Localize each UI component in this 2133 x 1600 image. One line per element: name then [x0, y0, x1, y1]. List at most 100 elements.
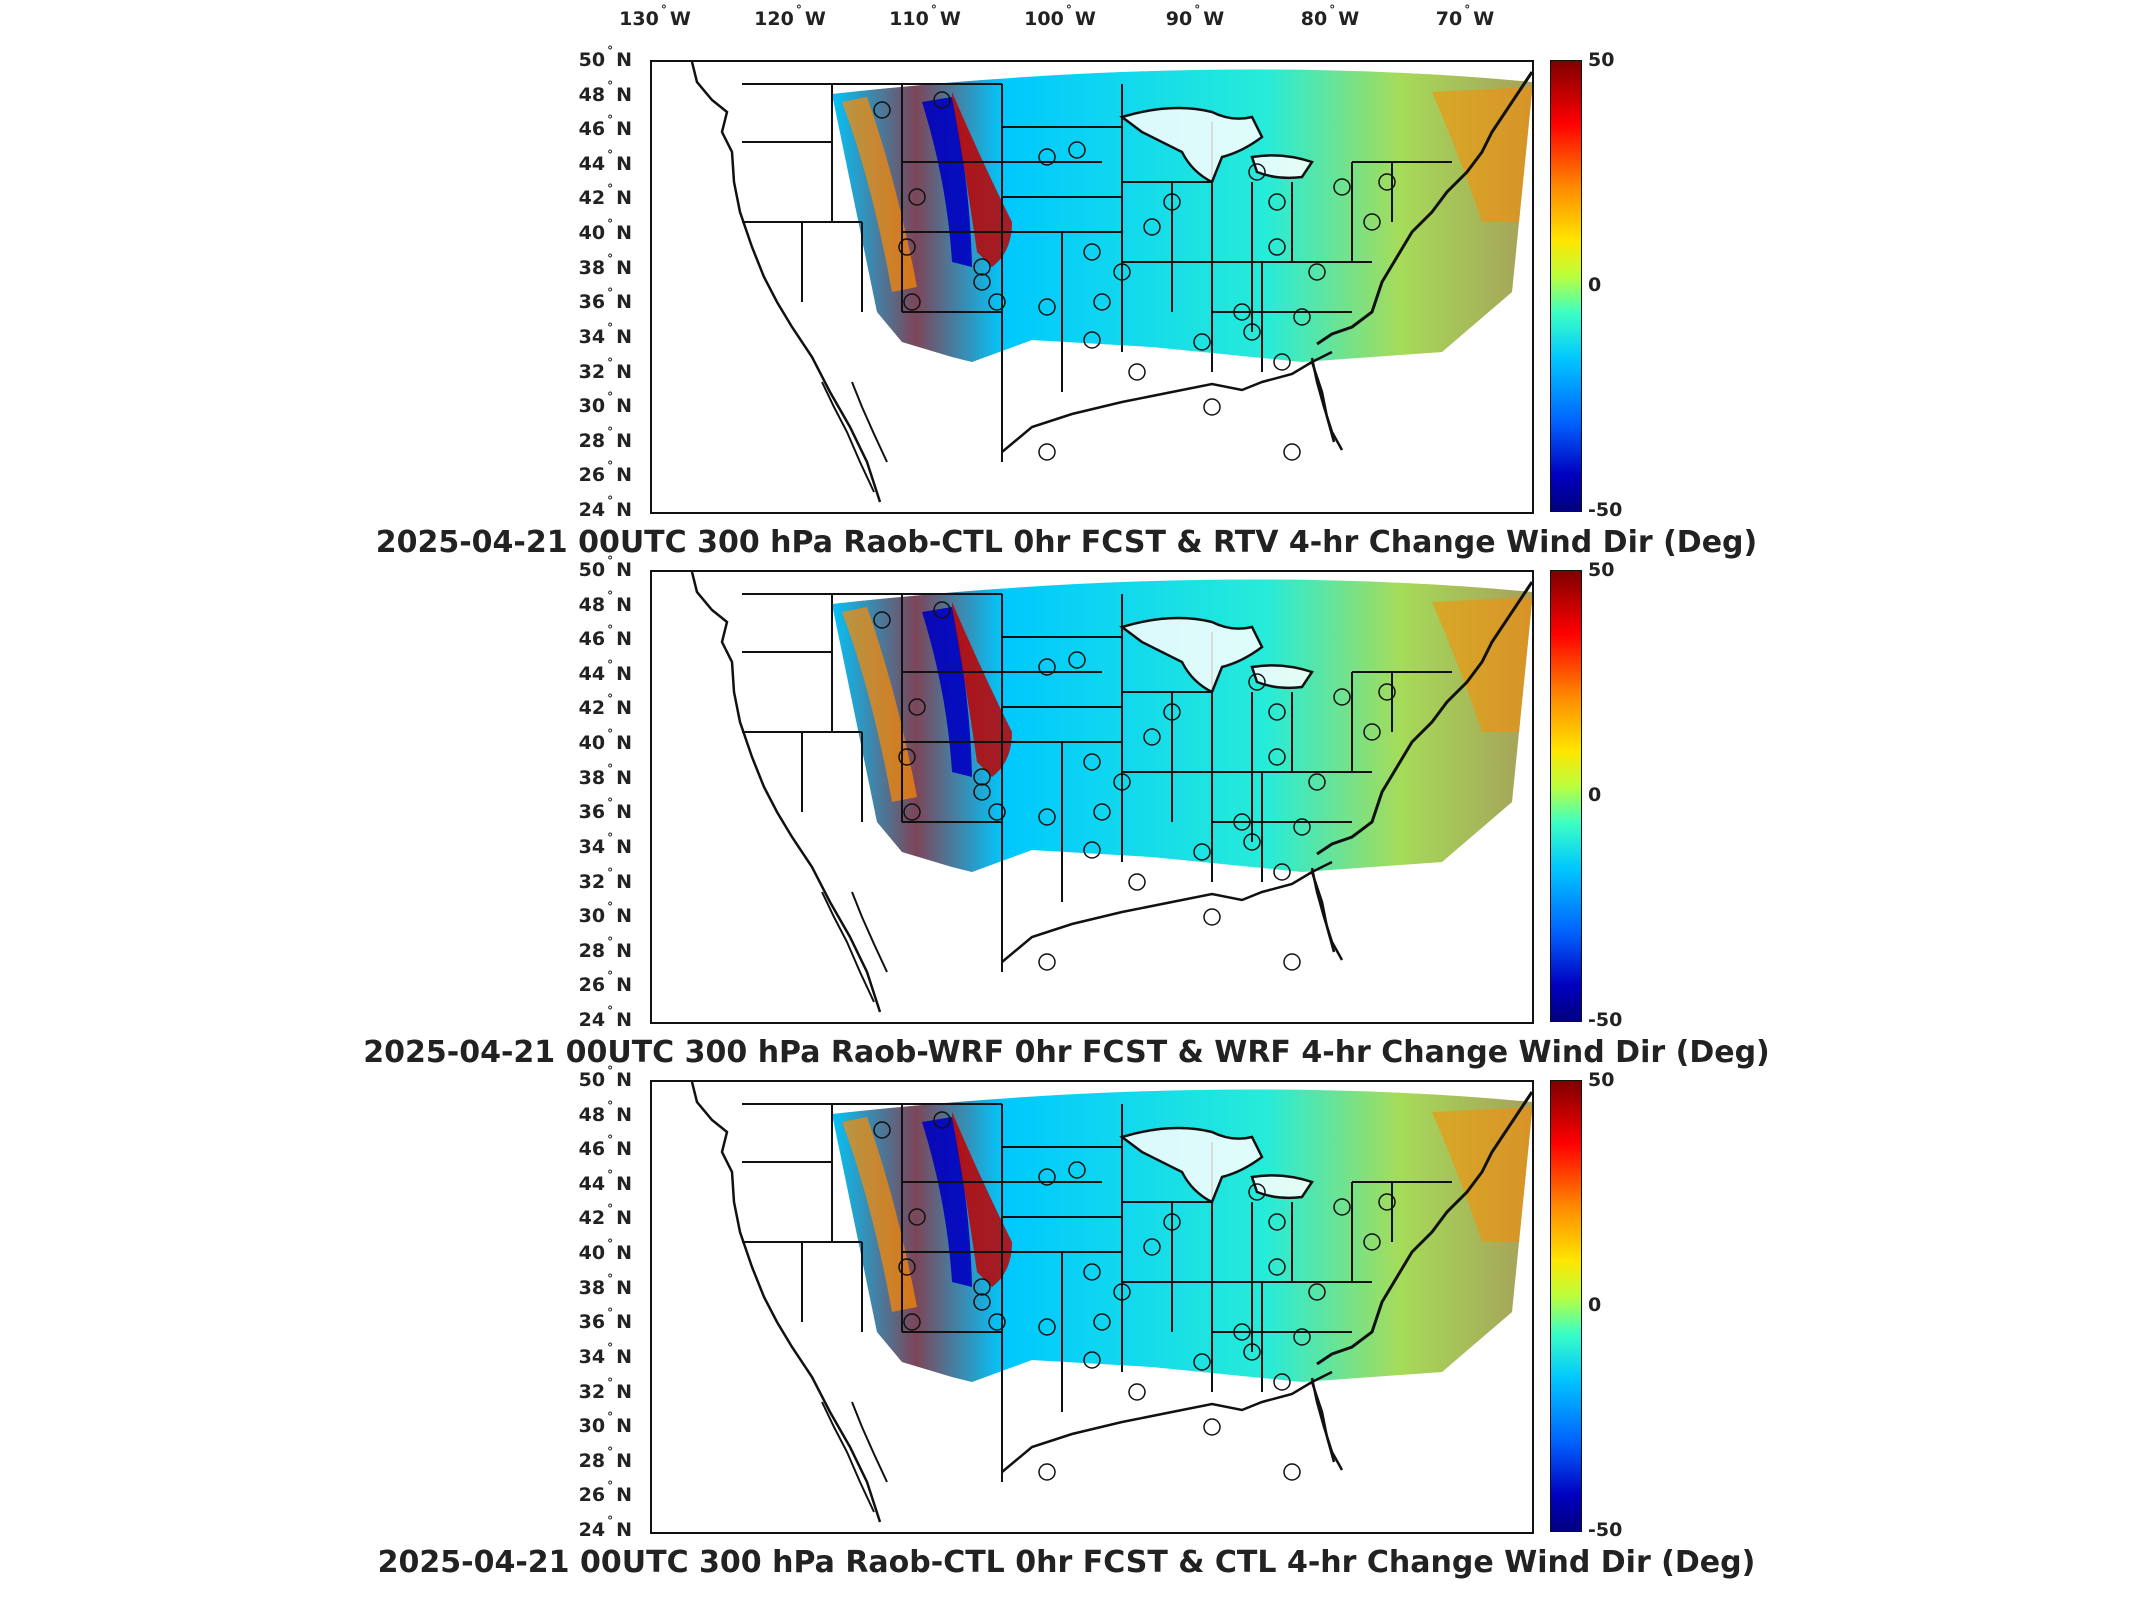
raob-station-marker: [1193, 333, 1211, 351]
map-frame: [650, 1080, 1534, 1534]
raob-station-marker: [1273, 863, 1291, 881]
lat-tick-label: 32 ° N: [578, 355, 632, 383]
lat-tick-label: 48 ° N: [578, 78, 632, 106]
raob-station-marker: [933, 91, 951, 109]
lat-tick-label: 32 ° N: [578, 1375, 632, 1403]
raob-station-marker: [1128, 363, 1146, 381]
raob-station-marker: [1283, 1463, 1301, 1481]
lat-tick-label: 40 ° N: [578, 1237, 632, 1265]
raob-station-marker: [1308, 263, 1326, 281]
raob-station-marker: [1193, 843, 1211, 861]
colorbar-tick-label: -50: [1588, 499, 1623, 521]
raob-station-marker: [988, 1313, 1006, 1331]
raob-station-marker: [1113, 1283, 1131, 1301]
colorbar-tick-label: 0: [1588, 784, 1602, 806]
raob-station-marker: [1203, 398, 1221, 416]
raob-station-marker: [1093, 293, 1111, 311]
lat-tick-label: 34 ° N: [578, 830, 632, 858]
raob-station-marker: [988, 293, 1006, 311]
lat-tick-label: 44 ° N: [578, 657, 632, 685]
colorbar-tick-label: 50: [1588, 1069, 1615, 1091]
raob-station-marker: [1363, 1233, 1381, 1251]
lat-tick-label: 36 ° N: [578, 286, 632, 314]
raob-station-marker: [1333, 178, 1351, 196]
lat-tick-label: 50 ° N: [578, 1064, 632, 1091]
raob-station-marker: [1068, 1161, 1086, 1179]
lon-tick-label: 70 ° W: [1435, 3, 1495, 30]
lat-tick-label: 42 ° N: [578, 182, 632, 210]
lon-tick-label: 100 ° W: [1024, 3, 1096, 30]
raob-station-marker: [1268, 703, 1286, 721]
colorbar: [1550, 570, 1582, 1022]
lat-tick-label: 46 ° N: [578, 623, 632, 651]
raob-station-marker: [1038, 658, 1056, 676]
lat-tick-label: 34 ° N: [578, 1340, 632, 1368]
raob-station-marker: [1283, 953, 1301, 971]
raob-station-marker: [1248, 673, 1266, 691]
lat-tick-label: 38 ° N: [578, 251, 632, 279]
raob-station-marker: [1203, 1418, 1221, 1436]
lon-tick-label: 120 ° W: [754, 3, 826, 30]
colorbar-tick-label: 50: [1588, 49, 1615, 71]
raob-station-marker: [1068, 141, 1086, 159]
lat-tick-label: 38 ° N: [578, 761, 632, 789]
raob-station-marker: [1083, 753, 1101, 771]
lat-tick-label: 34 ° N: [578, 320, 632, 348]
colorbar-tick-label: 50: [1588, 559, 1615, 581]
colorbar: [1550, 1080, 1582, 1532]
wind-direction-map: [690, 62, 1532, 503]
raob-station-marker: [1378, 683, 1396, 701]
lon-tick-label: 110 ° W: [889, 3, 961, 30]
raob-station-marker: [903, 803, 921, 821]
raob-station-marker: [1268, 1213, 1286, 1231]
raob-station-marker: [988, 803, 1006, 821]
raob-station-marker: [1193, 1353, 1211, 1371]
raob-station-marker: [1038, 1463, 1056, 1481]
colorbar-tick-label: -50: [1588, 1009, 1623, 1031]
lat-tick-label: 28 ° N: [578, 1444, 632, 1472]
raob-station-marker: [973, 783, 991, 801]
lon-tick-label: 90 ° W: [1165, 3, 1225, 30]
raob-station-marker: [1293, 818, 1311, 836]
lat-tick-label: 24 ° N: [578, 494, 632, 521]
raob-station-marker: [908, 1208, 926, 1226]
raob-station-marker: [973, 1278, 991, 1296]
lat-tick-label: 32 ° N: [578, 865, 632, 893]
colorbar-tick-label: 0: [1588, 1294, 1602, 1316]
raob-station-marker: [1268, 748, 1286, 766]
raob-station-marker: [973, 768, 991, 786]
raob-station-marker: [1203, 908, 1221, 926]
raob-station-marker: [908, 188, 926, 206]
raob-station-marker: [1113, 263, 1131, 281]
raob-station-marker: [1163, 193, 1181, 211]
raob-station-marker: [908, 698, 926, 716]
lon-tick-label: 80 ° W: [1300, 3, 1360, 30]
lat-tick-label: 40 ° N: [578, 727, 632, 755]
raob-station-marker: [1243, 1343, 1261, 1361]
raob-station-marker: [1363, 213, 1381, 231]
raob-station-marker: [898, 238, 916, 256]
raob-station-marker: [1163, 1213, 1181, 1231]
raob-station-marker: [1038, 298, 1056, 316]
raob-station-marker: [1128, 873, 1146, 891]
raob-station-marker: [1038, 148, 1056, 166]
raob-station-marker: [1378, 173, 1396, 191]
lat-tick-label: 30 ° N: [578, 900, 632, 928]
raob-station-marker: [1363, 723, 1381, 741]
panel-title: 2025-04-21 00UTC 300 hPa Raob-CTL 0hr FC…: [377, 1545, 1756, 1580]
wind-direction-map: [690, 572, 1532, 1013]
raob-station-marker: [1083, 243, 1101, 261]
raob-station-marker: [1233, 303, 1251, 321]
raob-station-marker: [1333, 1198, 1351, 1216]
raob-station-marker: [1283, 443, 1301, 461]
raob-station-marker: [1093, 1313, 1111, 1331]
lat-tick-label: 28 ° N: [578, 934, 632, 962]
raob-station-marker: [898, 748, 916, 766]
lat-tick-label: 48 ° N: [578, 588, 632, 616]
lat-tick-label: 26 ° N: [578, 459, 632, 487]
raob-station-marker: [1243, 323, 1261, 341]
raob-station-marker: [903, 1313, 921, 1331]
raob-station-marker: [973, 258, 991, 276]
raob-station-marker: [1268, 1258, 1286, 1276]
raob-station-marker: [1308, 1283, 1326, 1301]
